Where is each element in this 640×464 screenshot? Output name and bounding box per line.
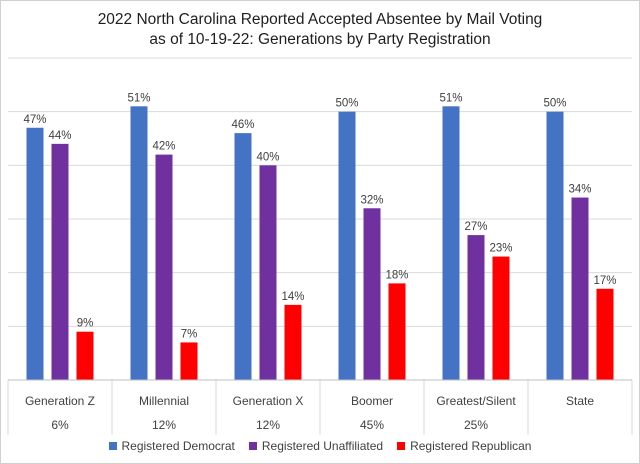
category-share-label: 12% [256,418,280,432]
bar [51,143,69,380]
bar [388,283,406,380]
data-label: 51% [439,92,462,104]
category-label: Generation X [233,394,304,408]
data-label: 23% [489,243,512,255]
data-label: 7% [181,328,198,340]
bar [155,154,173,380]
bar [338,111,356,381]
category-share-label: 12% [152,418,176,432]
legend-label: Registered Unaffiliated [261,439,384,453]
bar [492,256,510,380]
bar [546,111,564,381]
legend-swatch [108,442,117,450]
category-share-label: 25% [464,418,488,432]
category-label: Millennial [139,394,189,408]
data-label: 14% [281,291,304,303]
bar [571,197,589,380]
bar [76,331,94,380]
data-label: 46% [231,119,254,131]
data-label: 51% [127,92,150,104]
data-label: 34% [568,184,591,196]
category-share-label: 6% [51,418,69,432]
bar [284,304,302,380]
category-label: Generation Z [25,394,95,408]
data-label: 27% [464,221,487,233]
legend-item: Registered Unaffiliated [248,439,384,453]
bar [26,127,44,381]
bar [234,133,252,380]
legend-item: Registered Republican [397,439,531,453]
data-label: 32% [360,194,383,206]
data-label: 50% [543,98,566,110]
chart-legend: Registered Democrat Registered Unaffiliat… [0,439,640,453]
legend-label: Registered Democrat [121,439,235,453]
legend-swatch [397,442,406,450]
category-label: Greatest/Silent [436,394,516,408]
category-label: Boomer [351,394,393,408]
bar [259,165,277,380]
legend-item: Registered Democrat [108,439,235,453]
legend-label: Registered Republican [410,439,532,453]
data-label: 42% [152,141,175,153]
bar [130,106,148,381]
category-share-label: 45% [360,418,384,432]
bar [363,208,381,380]
legend-swatch [248,442,257,450]
bar [596,288,614,380]
bar [180,342,198,380]
chart-title-line1: 2022 North Carolina Reported Accepted Ab… [97,11,543,28]
category-label: State [566,394,594,408]
data-label: 50% [335,98,358,110]
data-label: 17% [593,275,616,287]
data-label: 44% [48,130,71,142]
data-label: 40% [256,151,279,163]
chart-title-line2: as of 10-19-22: Generations by Party Reg… [149,31,491,48]
data-label: 18% [385,269,408,281]
data-label: 9% [77,318,94,330]
data-label: 47% [23,114,46,126]
bar [467,235,485,380]
bar [442,106,460,381]
